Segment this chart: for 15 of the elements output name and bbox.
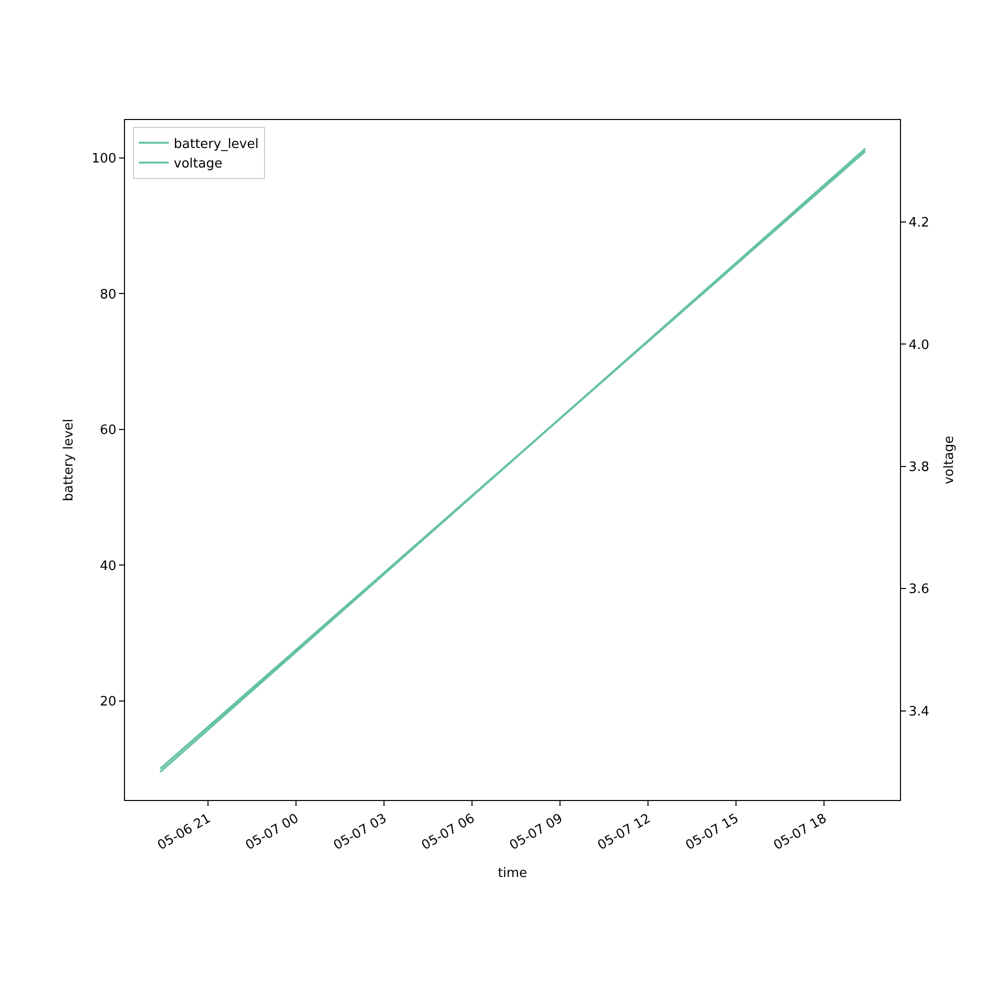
y2-tick-label: 4.0 <box>908 338 930 353</box>
y2-tick-label: 3.4 <box>908 704 930 720</box>
y-tick-label: 80 <box>100 287 116 302</box>
y-tick-label: 20 <box>100 694 116 710</box>
y-tick-label: 60 <box>100 423 116 438</box>
y2-tick-label: 4.2 <box>908 216 930 231</box>
y2-tick-label: 3.8 <box>908 460 930 475</box>
y-tick-label: 40 <box>100 558 116 574</box>
y-tick-label: 100 <box>92 152 116 167</box>
y2-axis-title: voltage <box>942 436 957 484</box>
legend-label: voltage <box>174 156 222 172</box>
legend-label: battery_level <box>174 136 259 152</box>
y-axis-title: battery level <box>62 418 77 502</box>
y2-tick-label: 3.6 <box>908 582 930 598</box>
x-axis-title: time <box>498 866 528 882</box>
